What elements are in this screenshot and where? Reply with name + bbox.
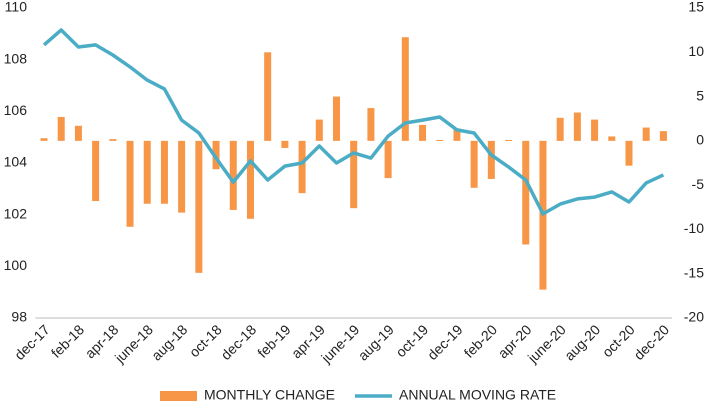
bar	[143, 140, 151, 204]
bar	[384, 140, 392, 179]
x-tick-label: dec-20	[631, 321, 673, 363]
x-tick-label: aug-18	[148, 321, 190, 363]
legend-label: ANNUAL MOVING RATE	[399, 387, 556, 403]
y-tick-label: 98	[11, 309, 27, 325]
bar	[573, 112, 581, 141]
bar	[470, 140, 478, 188]
x-tick-label: dec-17	[11, 321, 53, 363]
bar	[350, 140, 358, 209]
bar	[453, 128, 461, 141]
y2-tick-label: -20	[684, 309, 704, 325]
bar	[74, 125, 82, 141]
x-tick-label: feb-19	[254, 321, 294, 361]
bar	[298, 140, 306, 194]
bar	[332, 96, 340, 141]
bar	[625, 140, 633, 166]
bar	[608, 136, 616, 141]
y-tick-label: 100	[4, 257, 28, 273]
y2-tick-label: 0	[696, 132, 704, 148]
y-tick-label: 106	[4, 102, 28, 118]
bar	[195, 140, 203, 273]
bar	[246, 140, 254, 219]
y-tick-label: 110	[5, 0, 28, 15]
bar	[419, 124, 427, 141]
legend-swatch	[160, 391, 197, 401]
y2-tick-label: 15	[688, 0, 704, 15]
line	[42, 28, 665, 216]
y-tick-label: 104	[4, 154, 28, 170]
bar	[487, 140, 495, 179]
bar	[264, 52, 272, 141]
bar	[591, 119, 599, 141]
y2-tick-label: -15	[684, 264, 704, 280]
y2-tick-label: 5	[696, 87, 704, 103]
bar	[505, 139, 513, 141]
x-tick-label: dec-18	[218, 321, 260, 363]
x-tick-label: aug-19	[355, 321, 397, 363]
bar	[522, 140, 530, 245]
bar	[178, 140, 186, 213]
y2-tick-label: -5	[692, 176, 705, 192]
y-tick-label: 108	[4, 50, 28, 66]
bar	[367, 108, 375, 141]
bar	[556, 117, 564, 141]
bar	[436, 139, 444, 141]
bar	[160, 140, 168, 204]
bar	[229, 140, 237, 210]
x-tick-label: feb-20	[461, 321, 501, 361]
bar	[315, 119, 323, 141]
bar	[92, 140, 100, 202]
legend-label: MONTHLY CHANGE	[204, 387, 335, 403]
bar	[109, 139, 117, 141]
bar	[281, 140, 289, 148]
y2-tick-label: 10	[688, 43, 704, 59]
x-tick-label: dec-19	[424, 321, 466, 363]
bar	[642, 127, 650, 141]
bar	[40, 138, 48, 141]
x-tick-label: june-19	[317, 321, 362, 366]
bar	[57, 116, 65, 141]
bar	[401, 37, 409, 141]
bar	[659, 131, 667, 141]
x-tick-label: aug-20	[561, 321, 603, 363]
x-tick-label: feb-18	[48, 321, 88, 361]
bar	[126, 140, 134, 227]
x-tick-label: june-20	[524, 321, 569, 366]
x-tick-label: june-18	[111, 321, 156, 366]
y2-tick-label: -10	[684, 220, 704, 236]
y-tick-label: 102	[4, 205, 28, 221]
